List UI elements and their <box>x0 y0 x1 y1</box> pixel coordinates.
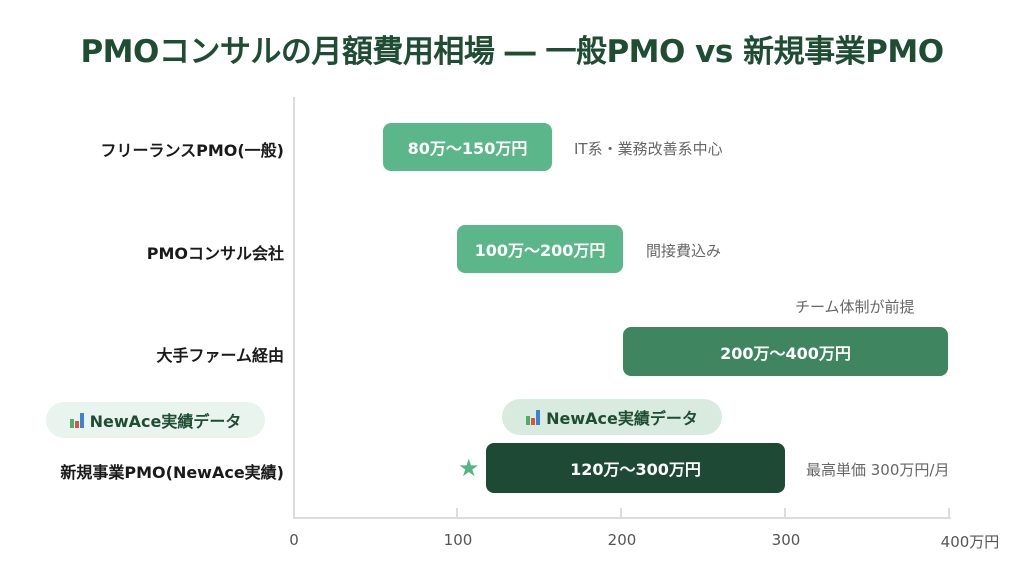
bar-major-firm: 200万〜400万円 <box>623 327 948 376</box>
newace-badge-left: NewAce実績データ <box>46 402 265 438</box>
x-tick-label: 100 <box>443 531 473 549</box>
newace-badge-center: NewAce実績データ <box>502 399 722 435</box>
star-icon: ★ <box>458 454 480 482</box>
note-major-firm: チーム体制が前提 <box>795 298 915 316</box>
row-label-new-business: 新規事業PMO(NewAce実績) <box>60 463 284 482</box>
note-new-business: 最高単価 300万円/月 <box>806 461 950 479</box>
note-consulting-firm: 間接費込み <box>646 242 722 260</box>
y-axis-line <box>293 97 295 519</box>
x-tick-label: 300 <box>771 531 801 549</box>
x-tick-label: 200 <box>607 531 637 549</box>
bar-consulting-firm: 100万〜200万円 <box>457 225 623 273</box>
row-label-consulting-firm: PMOコンサル会社 <box>146 244 284 263</box>
x-axis-line <box>293 517 951 519</box>
bar-freelance: 80万〜150万円 <box>383 123 552 171</box>
x-tick-300 <box>784 508 786 518</box>
badge-label: NewAce実績データ <box>89 412 242 431</box>
x-tick-400 <box>948 508 950 518</box>
bar-chart-icon <box>69 412 84 428</box>
x-tick-100 <box>456 508 458 518</box>
x-tick-label: 400万円 <box>940 533 1000 551</box>
bar-chart-icon <box>526 409 541 425</box>
row-label-freelance: フリーランスPMO(一般) <box>100 141 284 160</box>
row-label-major-firm: 大手ファーム経由 <box>156 346 284 365</box>
x-tick-label: 0 <box>289 531 299 549</box>
x-tick-200 <box>620 508 622 518</box>
chart-title: PMOコンサルの月額費用相場 ― 一般PMO vs 新規事業PMO <box>80 34 944 70</box>
bar-new-business: 120万〜300万円 <box>486 443 785 493</box>
badge-label: NewAce実績データ <box>546 409 698 428</box>
note-freelance: IT系・業務改善系中心 <box>574 140 723 158</box>
